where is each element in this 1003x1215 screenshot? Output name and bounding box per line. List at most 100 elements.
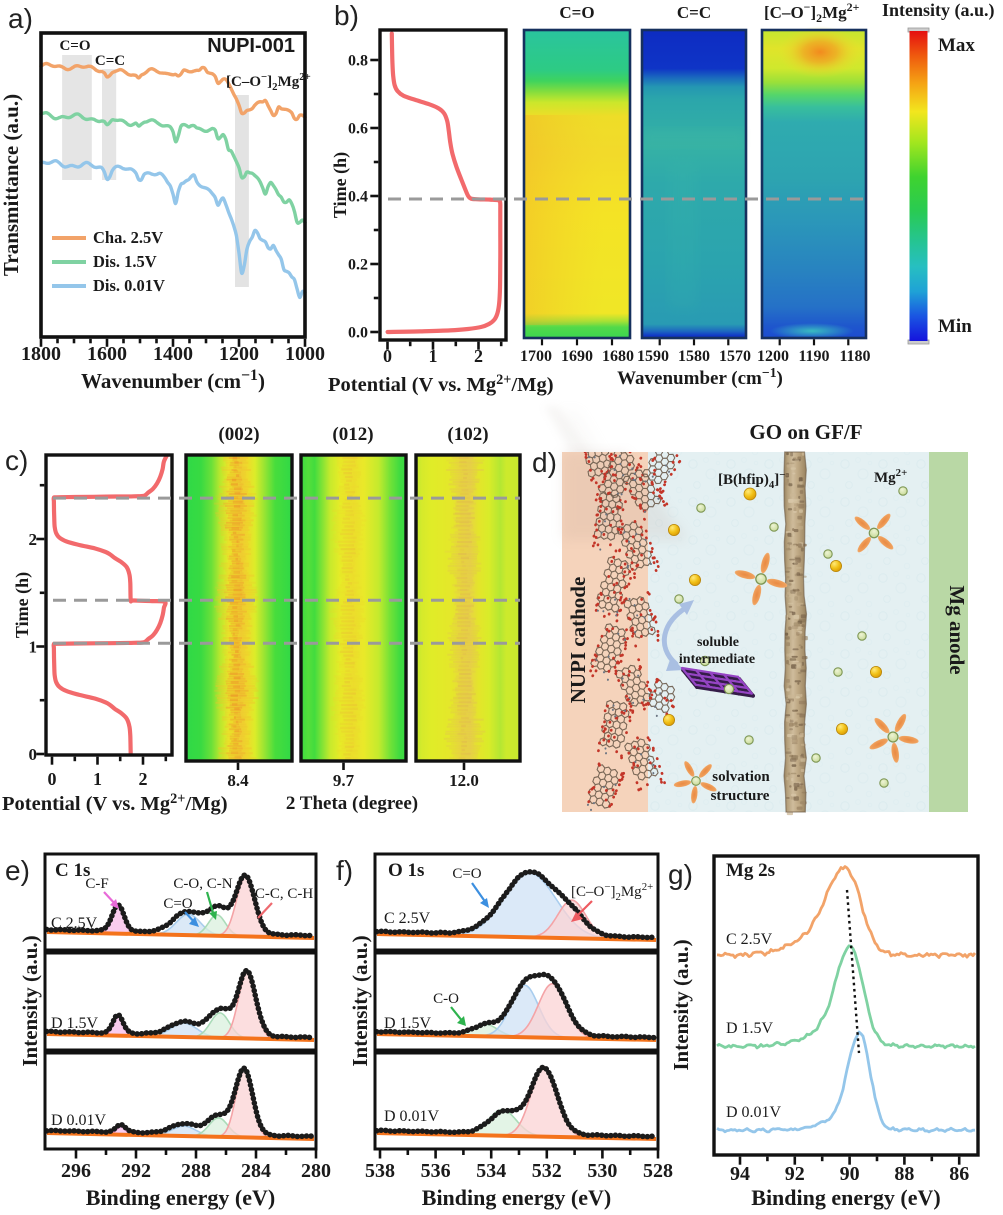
svg-text:1: 1: [93, 769, 102, 789]
svg-text:1570: 1570: [719, 348, 751, 365]
svg-text:Min: Min: [938, 316, 972, 337]
svg-text:0.8: 0.8: [348, 53, 368, 70]
svg-text:(102): (102): [447, 424, 488, 445]
svg-text:C=O: C=O: [559, 3, 594, 22]
svg-text:1800: 1800: [21, 343, 61, 365]
svg-text:92: 92: [785, 1163, 805, 1185]
svg-text:1180: 1180: [839, 348, 870, 365]
svg-text:C=C: C=C: [95, 53, 125, 69]
svg-text:2: 2: [139, 769, 148, 789]
svg-text:1200: 1200: [757, 348, 789, 365]
svg-text:O 1s: O 1s: [388, 860, 424, 881]
svg-text:1400: 1400: [153, 343, 193, 365]
svg-text:532: 532: [532, 1160, 562, 1182]
svg-text:538: 538: [365, 1160, 395, 1182]
svg-text:1680: 1680: [602, 348, 634, 365]
svg-text:C-C, C-H: C-C, C-H: [255, 886, 314, 902]
svg-text:C=O: C=O: [59, 38, 90, 54]
svg-text:Dis. 0.01V: Dis. 0.01V: [93, 276, 165, 295]
svg-text:Potential (V vs. Mg2+/Mg): Potential (V vs. Mg2+/Mg): [328, 372, 554, 396]
svg-text:D 1.5V: D 1.5V: [726, 1020, 774, 1037]
svg-text:86: 86: [949, 1163, 969, 1185]
svg-text:280: 280: [301, 1160, 331, 1182]
svg-text:0.2: 0.2: [348, 257, 368, 274]
svg-text:C=C: C=C: [677, 3, 711, 22]
svg-text:1: 1: [29, 638, 38, 657]
svg-text:Transmittance (a.u.): Transmittance (a.u.): [0, 94, 23, 276]
svg-text:D 0.01V: D 0.01V: [51, 1112, 107, 1129]
svg-text:Wavenumber (cm−1): Wavenumber (cm−1): [81, 367, 265, 393]
svg-text:12.0: 12.0: [449, 771, 479, 790]
svg-text:Intensity (a.u.): Intensity (a.u.): [18, 935, 42, 1066]
svg-text:Cha. 2.5V: Cha. 2.5V: [93, 228, 163, 247]
svg-text:[C–O−]2Mg2+: [C–O−]2Mg2+: [764, 0, 860, 25]
svg-text:530: 530: [587, 1160, 617, 1182]
svg-text:1600: 1600: [87, 343, 127, 365]
svg-text:Time (h): Time (h): [12, 572, 33, 638]
svg-text:Dis. 1.5V: Dis. 1.5V: [93, 252, 157, 271]
svg-text:Binding energy (eV): Binding energy (eV): [422, 1185, 611, 1210]
svg-text:296: 296: [61, 1160, 91, 1182]
svg-text:0: 0: [48, 769, 57, 789]
svg-text:2: 2: [474, 346, 483, 366]
svg-text:1200: 1200: [219, 343, 259, 365]
svg-text:2: 2: [29, 530, 38, 549]
svg-text:0.6: 0.6: [348, 121, 368, 138]
svg-text:94: 94: [730, 1163, 750, 1185]
svg-text:8.4: 8.4: [227, 771, 249, 790]
svg-text:Intensity (a.u.): Intensity (a.u.): [669, 939, 693, 1070]
svg-text:528: 528: [643, 1160, 673, 1182]
svg-text:Max: Max: [938, 35, 975, 56]
svg-text:90: 90: [840, 1163, 860, 1185]
svg-text:0: 0: [383, 346, 392, 366]
svg-text:C-F: C-F: [85, 876, 108, 892]
svg-text:292: 292: [121, 1160, 151, 1182]
svg-text:[B(hfip)4]−: [B(hfip)4]−: [718, 469, 785, 491]
svg-text:[C–O−]2Mg2+: [C–O−]2Mg2+: [571, 881, 653, 903]
svg-text:(012): (012): [332, 424, 373, 445]
svg-text:a): a): [8, 3, 33, 34]
svg-text:Mg 2s: Mg 2s: [726, 860, 775, 881]
svg-text:534: 534: [476, 1160, 506, 1182]
svg-text:C 2.5V: C 2.5V: [384, 910, 431, 927]
svg-text:C=O: C=O: [163, 896, 192, 912]
svg-text:1690: 1690: [561, 348, 593, 365]
svg-text:536: 536: [421, 1160, 451, 1182]
svg-text:1190: 1190: [798, 348, 829, 365]
svg-text:Binding energy (eV): Binding energy (eV): [751, 1185, 940, 1210]
svg-text:2 Theta (degree): 2 Theta (degree): [286, 793, 418, 814]
svg-text:Wavenumber (cm−1): Wavenumber (cm−1): [617, 365, 783, 389]
svg-text:intermediate: intermediate: [679, 652, 755, 667]
svg-text:88: 88: [894, 1163, 914, 1185]
svg-text:Time (h): Time (h): [330, 152, 351, 218]
svg-text:1: 1: [429, 346, 438, 366]
svg-text:f): f): [336, 855, 353, 886]
svg-text:e): e): [5, 855, 30, 886]
svg-text:g): g): [668, 859, 693, 890]
svg-text:Binding energy (eV): Binding energy (eV): [86, 1185, 275, 1210]
svg-text:Potential (V vs. Mg2+/Mg): Potential (V vs. Mg2+/Mg): [2, 791, 228, 815]
svg-text:C 1s: C 1s: [55, 860, 90, 881]
svg-text:soluble: soluble: [697, 635, 739, 650]
svg-text:(002): (002): [218, 424, 259, 445]
svg-text:D 0.01V: D 0.01V: [384, 1108, 440, 1125]
svg-text:1590: 1590: [637, 348, 669, 365]
svg-text:0.0: 0.0: [348, 325, 368, 342]
svg-text:D 0.01V: D 0.01V: [726, 1104, 782, 1121]
svg-text:Mg anode: Mg anode: [945, 585, 969, 674]
svg-text:9.7: 9.7: [333, 771, 355, 790]
svg-text:Mg2+: Mg2+: [874, 467, 907, 486]
svg-text:1000: 1000: [285, 343, 325, 365]
svg-text:C 2.5V: C 2.5V: [51, 915, 98, 932]
svg-text:D 1.5V: D 1.5V: [384, 1015, 432, 1032]
svg-text:C 2.5V: C 2.5V: [726, 931, 773, 948]
svg-text:Intensity (a.u.): Intensity (a.u.): [882, 0, 995, 21]
svg-text:C=O: C=O: [452, 866, 481, 882]
svg-text:0.4: 0.4: [348, 189, 368, 206]
svg-text:C-O: C-O: [433, 991, 459, 1007]
svg-text:d): d): [532, 447, 557, 478]
svg-text:GO on GF/F: GO on GF/F: [749, 420, 862, 444]
svg-text:Intensity (a.u.): Intensity (a.u.): [348, 935, 372, 1066]
svg-text:288: 288: [181, 1160, 211, 1182]
svg-text:0: 0: [29, 745, 38, 764]
